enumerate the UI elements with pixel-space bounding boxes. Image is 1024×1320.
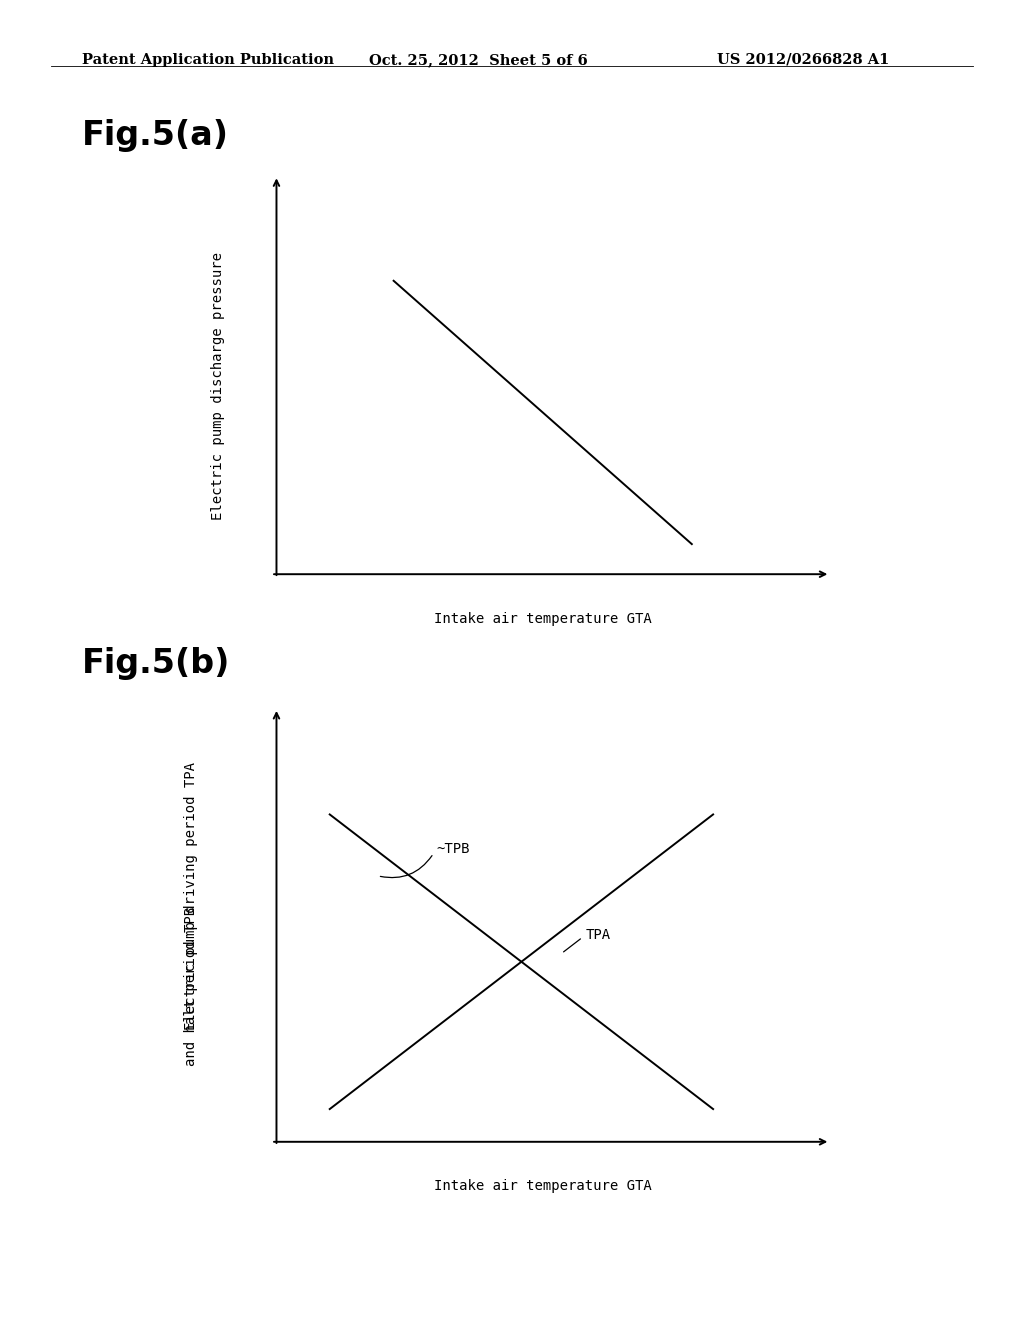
Text: and halt period TPB: and halt period TPB — [184, 907, 199, 1065]
Text: Intake air temperature GTA: Intake air temperature GTA — [434, 612, 651, 626]
Text: US 2012/0266828 A1: US 2012/0266828 A1 — [717, 53, 889, 67]
Text: Oct. 25, 2012  Sheet 5 of 6: Oct. 25, 2012 Sheet 5 of 6 — [369, 53, 588, 67]
Text: Electric pump driving period TPA: Electric pump driving period TPA — [184, 762, 199, 1031]
Text: Intake air temperature GTA: Intake air temperature GTA — [434, 1179, 651, 1193]
Text: Fig.5(a): Fig.5(a) — [82, 119, 229, 152]
Text: Fig.5(b): Fig.5(b) — [82, 647, 230, 680]
Text: TPA: TPA — [586, 928, 610, 942]
Text: Electric pump discharge pressure: Electric pump discharge pressure — [211, 252, 225, 520]
Text: Patent Application Publication: Patent Application Publication — [82, 53, 334, 67]
Text: ~TPB: ~TPB — [436, 842, 470, 857]
